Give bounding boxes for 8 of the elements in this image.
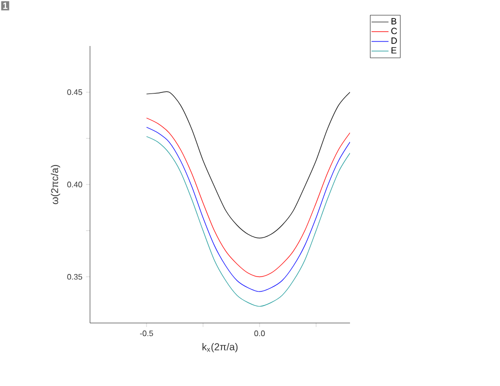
x-axis-title: k$_{x}$(2π/a) — [202, 343, 238, 352]
legend-label: E — [392, 47, 396, 54]
legend-label: C — [391, 28, 397, 34]
line-series — [146, 91, 350, 238]
legend-label: D — [392, 38, 397, 44]
text: 1 — [3, 2, 8, 9]
legend-label: B — [392, 18, 396, 24]
y-axis-title: ω(2πc/a) — [50, 165, 60, 204]
